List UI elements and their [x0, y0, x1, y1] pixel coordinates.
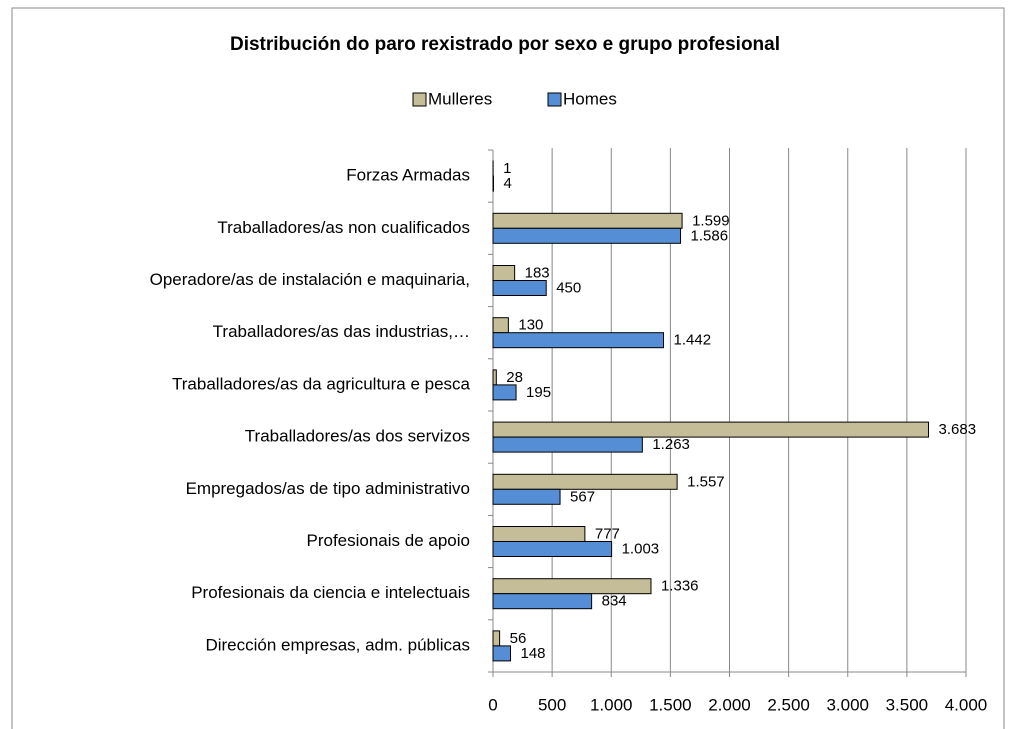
bar [492, 488, 561, 505]
value-label: 3.683 [939, 421, 977, 438]
bar [492, 265, 516, 281]
y-tick-label: Profesionais da ciencia e intelectuais [191, 583, 470, 602]
chart-border [11, 7, 1005, 729]
x-tick-label: 1.500 [649, 695, 692, 714]
chart-title: Distribución do paro rexistrado por sexo… [230, 34, 780, 55]
y-tick-label: Empregados/as de tipo administrativo [186, 479, 470, 498]
y-tick-label: Traballadores/as das industrias,… [213, 322, 470, 341]
legend-label: Mulleres [428, 89, 492, 108]
value-label: 195 [526, 384, 551, 401]
bar [492, 280, 547, 296]
value-label: 1 [503, 160, 511, 177]
value-label: 1.557 [687, 473, 725, 490]
value-label: 1.003 [622, 540, 660, 557]
value-label: 1.336 [661, 578, 699, 595]
bar [492, 317, 509, 334]
bar [492, 421, 930, 438]
value-label: 56 [510, 630, 527, 647]
y-tick-label: Traballadores/as da agricultura e pesca [172, 374, 471, 393]
value-label: 183 [525, 264, 550, 281]
x-tick-label: 4.000 [945, 695, 988, 714]
value-label: 148 [521, 645, 546, 662]
x-tick-label: 3.500 [886, 695, 929, 714]
value-label: 1.442 [674, 332, 712, 349]
bar [492, 645, 512, 662]
bar [492, 473, 678, 490]
value-label: 450 [556, 279, 581, 296]
value-label: 1.599 [692, 212, 730, 229]
value-label: 777 [595, 525, 620, 542]
legend-swatch [412, 92, 427, 107]
y-tick-label: Forzas Armadas [346, 166, 470, 185]
bar [492, 212, 683, 229]
bar [492, 436, 643, 453]
y-tick-label: Profesionais de apoio [306, 531, 470, 550]
value-label: 1.586 [691, 227, 729, 244]
x-tick-label: 500 [538, 695, 566, 714]
x-tick-label: 0 [488, 695, 497, 714]
legend-label: Homes [563, 89, 617, 108]
bar [492, 541, 613, 557]
bar [492, 332, 665, 349]
x-tick-label: 3.000 [826, 695, 869, 714]
bar [492, 630, 501, 647]
value-label: 28 [506, 369, 523, 386]
value-label: 1.263 [652, 436, 690, 453]
y-tick-label: Traballadores/as non cualificados [217, 218, 470, 237]
y-tick-label: Operadore/as de instalación e maquinaria… [150, 270, 470, 289]
y-tick-label: Dirección empresas, adm. públicas [205, 635, 470, 654]
x-tick-label: 1.000 [590, 695, 633, 714]
bar [492, 578, 652, 595]
value-label: 834 [602, 593, 627, 610]
value-label: 567 [570, 488, 595, 505]
value-label: 4 [503, 175, 511, 192]
bar [492, 526, 586, 542]
bar [492, 369, 497, 386]
x-tick-label: 2.500 [767, 695, 810, 714]
x-tick-label: 2.000 [708, 695, 751, 714]
y-tick-label: Traballadores/as dos servizos [245, 427, 470, 446]
legend-swatch [547, 92, 562, 107]
bar [492, 227, 682, 244]
bar [492, 593, 593, 610]
bar [492, 384, 517, 401]
value-label: 130 [518, 317, 543, 334]
